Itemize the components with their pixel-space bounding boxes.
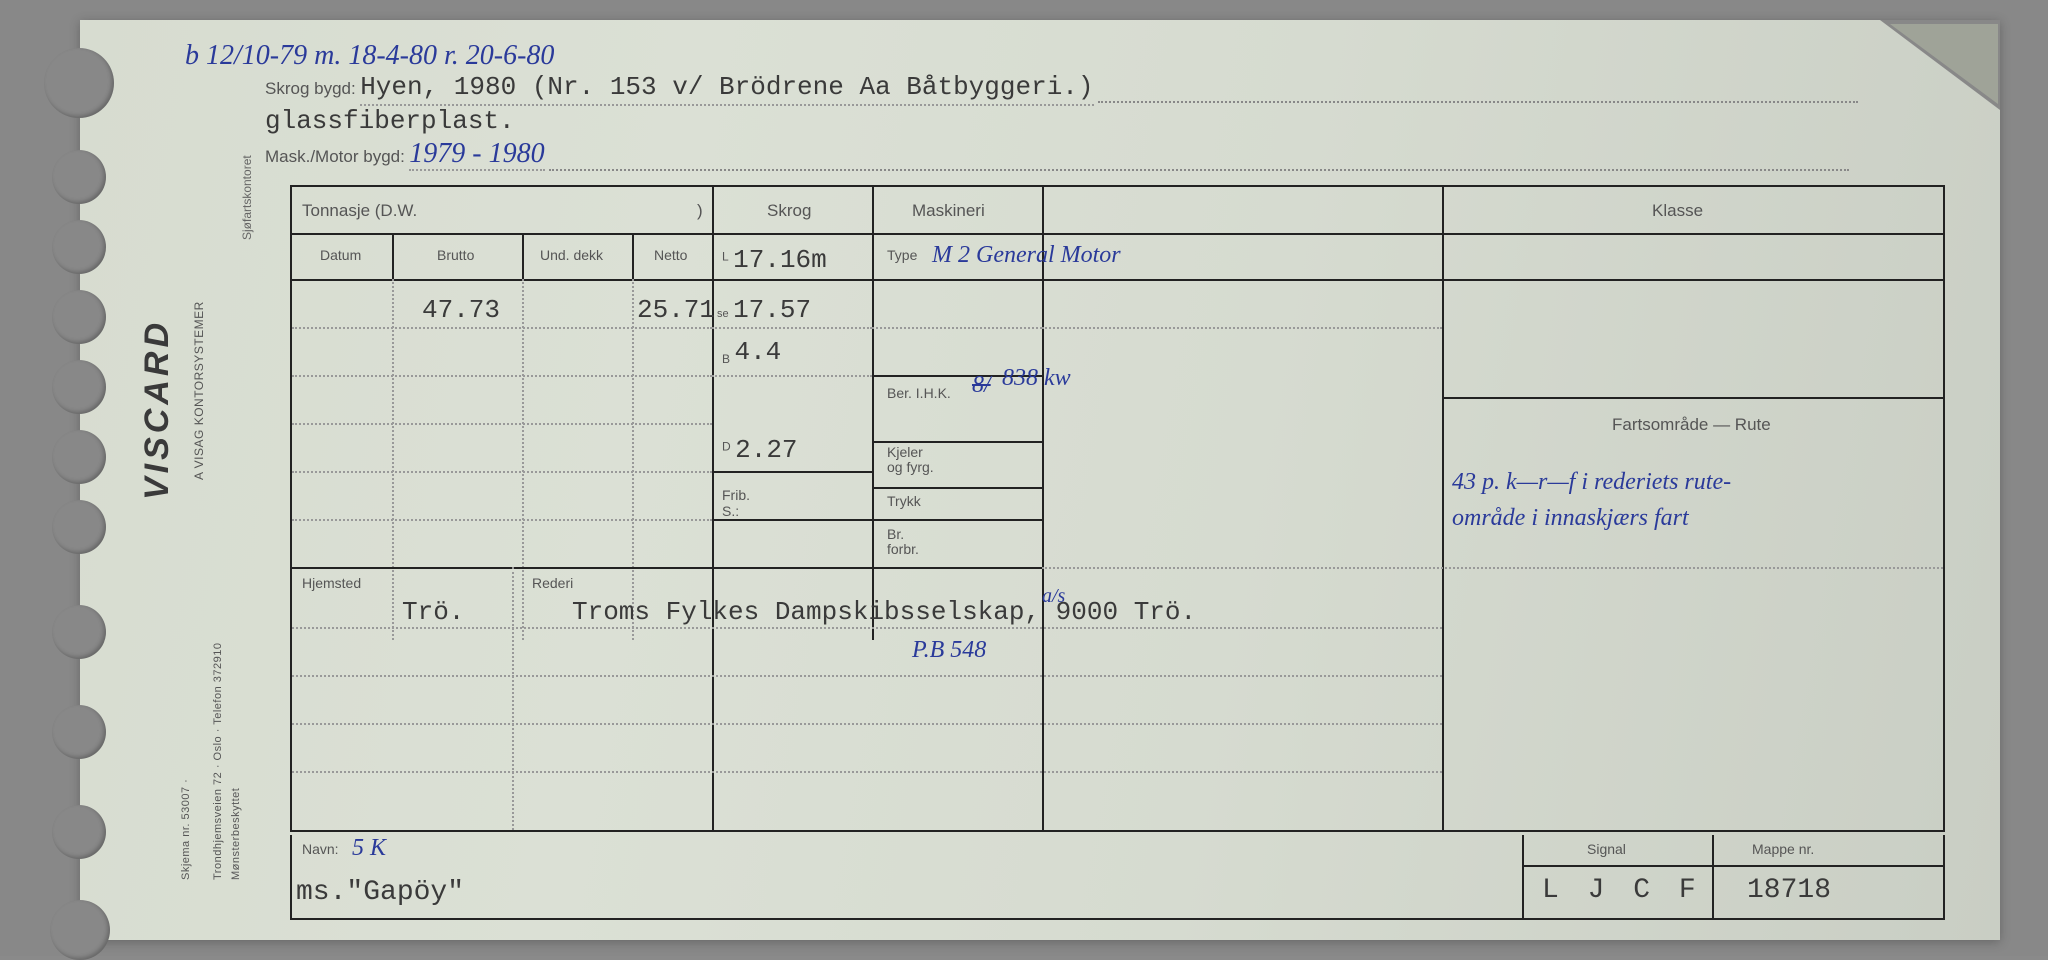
label-frib: Frib.S.: (722, 487, 750, 519)
value-signal: L J C F (1542, 875, 1702, 906)
form-content: b 12/10-79 m. 18-4-80 r. 20-6-80 Skrog b… (265, 40, 1970, 920)
punch-hole (52, 705, 106, 759)
skrog-L: L 17.16m (722, 245, 827, 275)
label-hjemsted: Hjemsted (302, 575, 361, 591)
margin-text-skjema: Skjema nr. 53007 · (180, 779, 192, 880)
value-netto: 25.71 (637, 295, 715, 325)
skrog-bygd-label: Skrog bygd: (265, 79, 356, 98)
value-ber-ihk: 838 kw (1002, 365, 1071, 392)
value-L: 17.16m (733, 245, 827, 275)
margin-text-sjofart: Sjøfartskontoret (240, 155, 254, 240)
value-se: 17.57 (733, 295, 811, 325)
mask-motor-label: Mask./Motor bygd: (265, 147, 405, 166)
skrog-bygd-row: Skrog bygd: Hyen, 1980 (Nr. 153 v/ Brödr… (265, 72, 1970, 103)
header-und-dekk: Und. dekk (540, 247, 603, 263)
header-klasse2: Klasse (1652, 201, 1703, 221)
value-rederi: Troms Fylkes Dampskibsselskap, 9000 Trö. (572, 597, 1196, 627)
value-fartsomrade1: 43 p. k—r—f i rederiets rute- (1452, 469, 1731, 496)
label-rederi: Rederi (532, 575, 573, 591)
label-signal: Signal (1587, 841, 1626, 857)
skrog-D: D 2.27 (722, 435, 798, 465)
value-hjemsted: Trö. (402, 597, 464, 627)
punch-hole (52, 805, 106, 859)
value-rederi-sup: a/s (1042, 585, 1065, 608)
value-B: 4.4 (734, 337, 781, 367)
punch-hole (52, 150, 106, 204)
label-br-forbr: Br.forbr. (887, 527, 919, 558)
prefix-L: L (722, 250, 729, 264)
margin-text-monster: Mønsterbeskyttet (230, 788, 242, 880)
value-mappe: 18718 (1747, 875, 1831, 906)
skrog-se: se 17.57 (717, 295, 811, 325)
skrog-bygd-row2: glassfiberplast. (265, 106, 1970, 136)
mask-motor-row: Mask./Motor bygd: 1979 - 1980 (265, 138, 1970, 171)
header-brutto: Brutto (437, 247, 474, 263)
value-brutto: 47.73 (422, 295, 500, 325)
value-navn-hand: 5 K (352, 835, 386, 862)
mask-motor-value: 1979 - 1980 (409, 138, 544, 171)
label-ber-ihk: Ber. I.H.K. (887, 385, 951, 401)
punch-hole (52, 605, 106, 659)
header-skrog: Skrog (767, 201, 811, 221)
label-kjeler: Kjelerog fyrg. (887, 445, 934, 476)
index-card: Sjøfartskontoret VISCARD A VISAG KONTORS… (80, 20, 2000, 940)
value-pb: P.B 548 (912, 637, 986, 664)
label-fartsomrade: Fartsområde — Rute (1612, 415, 1771, 435)
skrog-bygd-value: Hyen, 1980 (Nr. 153 v/ Brödrene Aa Båtby… (360, 72, 1093, 106)
top-handwritten-dates: b 12/10-79 m. 18-4-80 r. 20-6-80 (185, 40, 554, 72)
punch-hole (52, 220, 106, 274)
margin-text-address: Trondhjemsveien 72 · Oslo · Telefon 3729… (212, 643, 224, 880)
skrog-B: B 4.4 (722, 337, 781, 367)
value-type-hand: M 2 General Motor (932, 242, 1121, 269)
header-maskineri: Maskineri (912, 201, 985, 221)
margin-text-kontor: A VISAG KONTORSYSTEMER (192, 301, 206, 480)
value-ber-ihk-strike: 8/ (972, 372, 991, 399)
header-datum: Datum (320, 247, 361, 263)
punch-hole (50, 900, 110, 960)
label-navn: Navn: (302, 841, 339, 857)
punch-hole (52, 360, 106, 414)
header-type: Type (887, 247, 917, 263)
punch-hole (52, 430, 106, 484)
margin-skjema-nr: Skjema nr. 53007 · (180, 779, 192, 880)
header-netto: Netto (654, 247, 687, 263)
bottom-bar: Navn: 5 K ms."Gapöy" Signal L J C F Mapp… (290, 835, 1945, 920)
header-tonnasje: Tonnasje (D.W. (302, 201, 417, 221)
label-trykk: Trykk (887, 493, 921, 509)
label-mappe: Mappe nr. (1752, 841, 1814, 857)
value-D: 2.27 (735, 435, 797, 465)
skrog-bygd-value2: glassfiberplast. (265, 106, 515, 136)
main-table: Tonnasje (D.W. ) Skrog Maskineri Klasse … (290, 185, 1945, 832)
punch-hole (52, 290, 106, 344)
punch-hole (52, 500, 106, 554)
value-navn-typed: ms."Gapöy" (296, 877, 464, 908)
punch-hole (44, 48, 114, 118)
value-fartsomrade2: område i innaskjærs fart (1452, 505, 1689, 532)
prefix-D: D (722, 440, 731, 454)
prefix-se: se (717, 308, 729, 320)
header-tonnasje-close: ) (697, 201, 703, 221)
prefix-B: B (722, 352, 730, 366)
viscard-logo: VISCARD (138, 319, 177, 500)
